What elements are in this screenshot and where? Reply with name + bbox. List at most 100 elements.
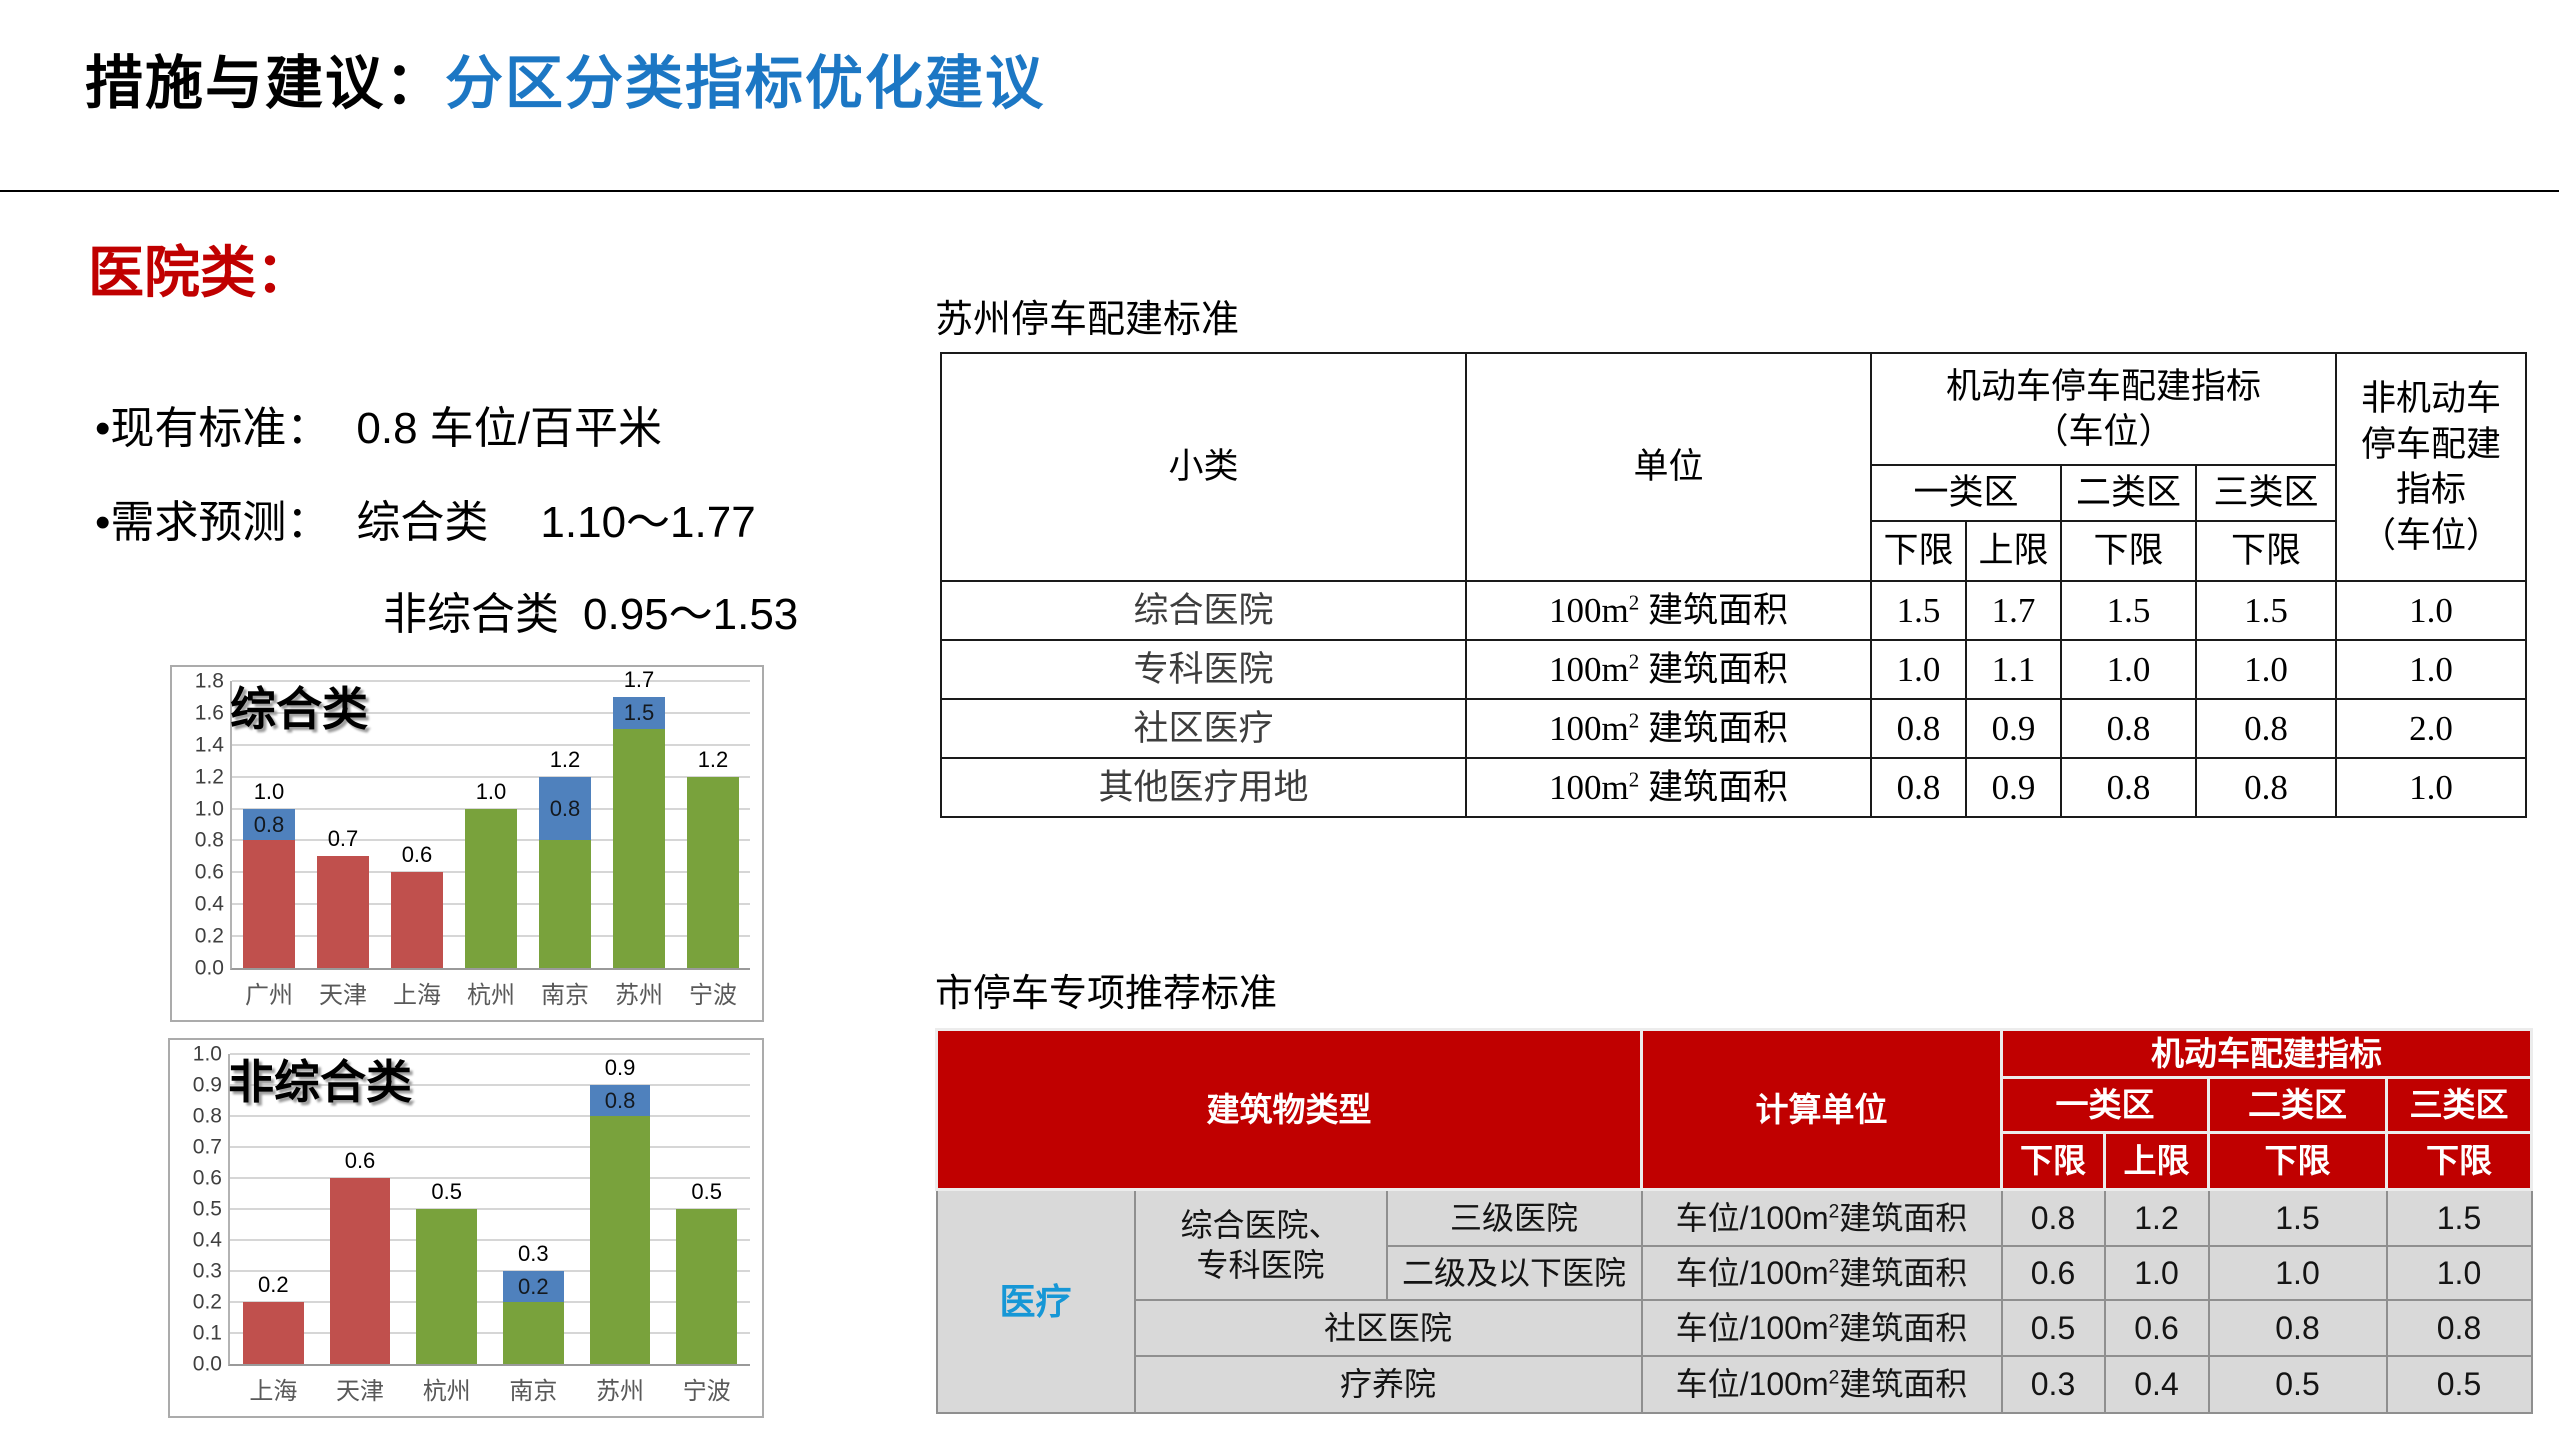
bar-slot: 1.2 宁波	[676, 681, 750, 1009]
t1-header-motor-line1: 机动车停车配建指标	[1945, 366, 2261, 406]
bar-segment	[687, 776, 739, 968]
y-axis-tick-label: 1.6	[194, 701, 224, 725]
y-axis-tick-label: 0.6	[194, 860, 224, 884]
bar-total-label: 0.2	[258, 1272, 289, 1297]
bar-total-label: 0.5	[431, 1179, 462, 1204]
t1-row-unit: 100m2 建筑面积	[1465, 639, 1872, 700]
unit-post: 建筑面积	[1639, 590, 1788, 630]
chart-title: 非综合类	[228, 1056, 412, 1108]
chart-noncomprehensive: 非综合类 0.0 0.1 0.2 0.3 0.4 0.5 0.6 0.7 0.8 0.9 1.0 0.2…	[168, 1038, 764, 1418]
bar-宁波: 0.5	[676, 1054, 738, 1364]
bar-segment	[539, 840, 591, 968]
t2-header-lower: 下限	[2385, 1131, 2533, 1191]
y-axis-tick-label: 1.0	[192, 1042, 222, 1066]
section-heading-hospital: 医院类：	[88, 241, 312, 304]
unit-post: 建筑面积	[1839, 1254, 1968, 1291]
t2-group-hospitals: 综合医院、 专科医院	[1133, 1188, 1388, 1301]
bullet-current-standard: •现有标准： 0.8 车位/百平米	[95, 392, 662, 456]
bar-天津: 0.7	[317, 681, 369, 968]
table-cell: 0.5	[2385, 1354, 2533, 1414]
bar-南京: 0.2 0.3	[503, 1054, 564, 1364]
table-cell: 1.0	[2385, 1244, 2533, 1301]
table-cell: 0.5	[2000, 1298, 2106, 1357]
unit-post: 建筑面积	[1639, 708, 1788, 748]
y-axis-tick-label: 0.1	[192, 1321, 222, 1345]
bar-segment	[613, 728, 665, 968]
bar-segment	[416, 1209, 477, 1364]
y-axis-tick-label: 0.2	[192, 1290, 222, 1314]
bar-total-label: 0.3	[518, 1241, 549, 1266]
unit-pre: 车位/100m	[1675, 1309, 1829, 1346]
unit-sup: 2	[1628, 767, 1640, 792]
segment-boundary-label: 0.8	[604, 1087, 636, 1113]
t1-row-category: 社区医疗	[940, 698, 1467, 759]
x-axis-label: 天津	[336, 1378, 385, 1405]
unit-pre: 车位/100m	[1675, 1366, 1829, 1402]
t2-header-zone3: 三类区	[2385, 1076, 2533, 1134]
chart-plot-area: 0.0 0.1 0.2 0.3 0.4 0.5 0.6 0.7 0.8 0.9 1.0 0.2 上海 0.…	[193, 1044, 750, 1405]
y-axis-tick-label: 0.3	[192, 1259, 222, 1283]
table-cell: 1.5	[1870, 580, 1967, 641]
table-cell: 0.5	[2207, 1354, 2388, 1414]
table-row: 社区医疗 100m2 建筑面积 0.8 0.9 0.8 0.8 2.0	[940, 698, 2527, 759]
table-cell: 1.0	[2335, 639, 2527, 700]
x-axis-label: 宁波	[682, 1378, 731, 1405]
y-axis-tick-label: 0.4	[192, 1228, 222, 1252]
y-axis-tick-label: 1.2	[194, 765, 224, 789]
bar-segment: 1.5	[613, 696, 665, 729]
table-row: 社区医院 车位/100m2建筑面积 0.5 0.6 0.8 0.8	[937, 1298, 2533, 1357]
table-cell: 1.0	[2335, 580, 2527, 641]
bar-segment	[329, 1178, 391, 1364]
y-axis-tick-label: 1.0	[194, 797, 224, 821]
city-table-title: 市停车专项推荐标准	[935, 973, 1278, 1015]
bar-上海: 0.6	[391, 681, 443, 968]
title-divider-line	[0, 190, 2559, 192]
bar-天津: 0.6	[329, 1054, 391, 1364]
t2-category-medical: 医疗	[935, 1188, 1136, 1414]
table-row: 二级及以下医院 车位/100m2建筑面积 0.6 1.0 1.0 1.0	[937, 1244, 2533, 1301]
segment-boundary-label: 0.2	[518, 1273, 549, 1299]
suzhou-table-title: 苏州停车配建标准	[935, 299, 1240, 341]
unit-sup: 2	[1828, 1255, 1840, 1277]
page-title-black: 措施与建议：	[85, 51, 446, 116]
bullet-label: 现有标准：	[110, 404, 331, 453]
table-cell: 0.8	[1870, 757, 1967, 818]
segment-boundary-label: 0.8	[253, 811, 285, 837]
t1-header-zone3: 三类区	[2195, 464, 2337, 522]
unit-pre: 车位/100m	[1675, 1254, 1829, 1291]
x-axis-label: 宁波	[689, 982, 737, 1009]
unit-pre: 100m	[1549, 708, 1629, 748]
t1-non-motor-line: 指标	[2395, 470, 2466, 509]
t2-group-line: 综合医院、	[1180, 1206, 1341, 1243]
unit-post: 建筑面积	[1639, 649, 1788, 689]
gridline	[232, 680, 750, 682]
bar-segment	[243, 1302, 304, 1364]
t1-header-motor-group: 机动车停车配建指标 （车位）	[1870, 352, 2337, 466]
t2-row-unit: 车位/100m2建筑面积	[1640, 1354, 2003, 1414]
bar-segment: 0.8	[243, 808, 295, 841]
y-axis-tick-label: 1.8	[194, 669, 224, 693]
table-row: 综合医院 100m2 建筑面积 1.5 1.7 1.5 1.5 1.0	[940, 580, 2527, 641]
t1-row-category: 专科医院	[940, 639, 1467, 700]
table-cell: 0.8	[1870, 698, 1967, 759]
t2-header-motor-group: 机动车配建指标	[2000, 1028, 2533, 1079]
bars-container: 0.2 上海 0.6 天津 0.5 杭州 0.2 0.3 南京 0.8 0.9 苏州 0.5 宁波	[230, 1054, 750, 1405]
bar-total-label: 0.5	[691, 1179, 722, 1204]
table-row: 其他医疗用地 100m2 建筑面积 0.8 0.9 0.8 0.8 1.0	[940, 757, 2527, 818]
bar-slot: 0.8 1.0 广州	[232, 681, 306, 1009]
t1-row-category: 其他医疗用地	[940, 757, 1467, 818]
table-cell: 1.0	[1870, 639, 1967, 700]
bar-苏州: 1.5 1.7	[613, 668, 665, 968]
t1-header-lower: 下限	[2060, 520, 2197, 582]
table-cell: 1.1	[1965, 639, 2062, 700]
t2-sub-type: 二级及以下医院	[1385, 1244, 1643, 1301]
gridline	[230, 1146, 750, 1148]
t2-row-unit: 车位/100m2建筑面积	[1640, 1244, 2003, 1301]
table-cell: 1.0	[2207, 1244, 2388, 1301]
bar-segment	[503, 1302, 564, 1364]
page-title: 措施与建议：分区分类指标优化建议	[85, 36, 1045, 120]
gridline	[230, 1208, 750, 1210]
y-axis-tick-label: 0.4	[194, 892, 224, 916]
unit-pre: 100m	[1549, 649, 1629, 689]
table-cell: 0.8	[2195, 757, 2337, 818]
